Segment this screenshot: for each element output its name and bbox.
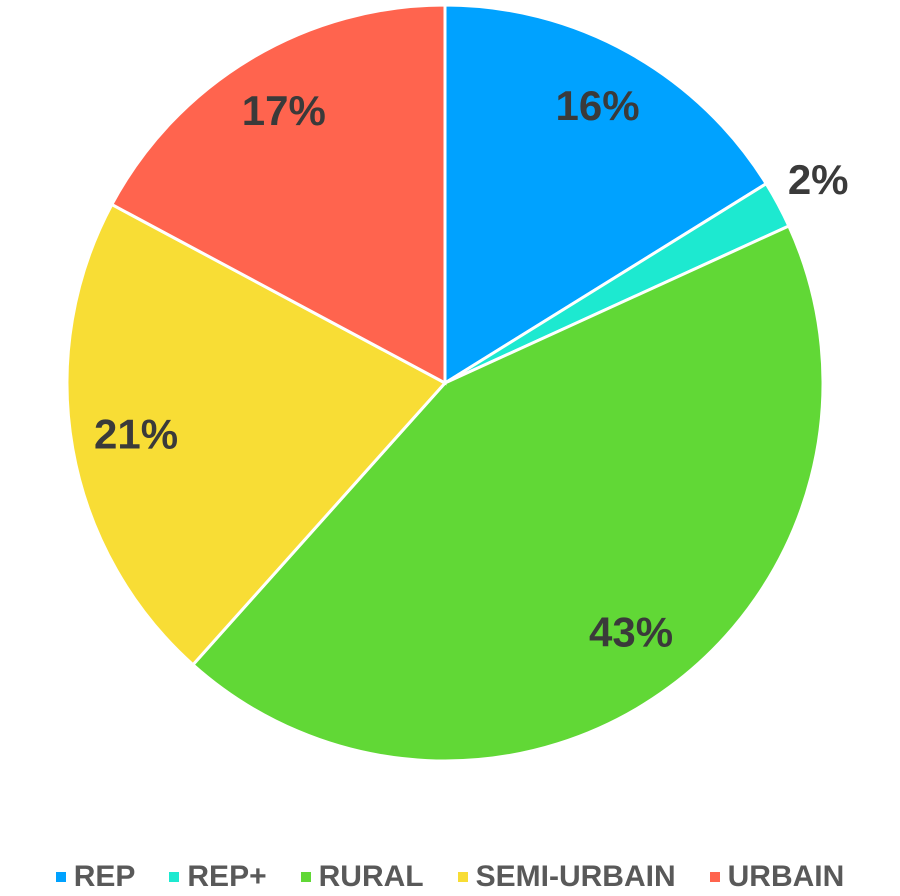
legend-label: REP+	[187, 860, 267, 893]
pie-slice	[443, 3, 769, 386]
legend-item: SEMI-URBAIN	[457, 860, 676, 894]
slice-label: 21%	[94, 411, 178, 458]
legend-swatch	[709, 872, 720, 882]
pie-slice	[65, 202, 448, 667]
legend-item: REP	[55, 860, 136, 894]
legend-label: RURAL	[318, 860, 424, 893]
legend-swatch	[169, 872, 180, 882]
legend-swatch	[457, 872, 468, 882]
chart: 16% 2% 43% 21% 17%	[65, 3, 849, 763]
legend-item: RURAL	[300, 860, 424, 894]
slice-label: 43%	[589, 609, 673, 656]
legend: REP REP+ RURAL SEMI-URBAIN URBAIN	[0, 860, 900, 894]
legend-item: REP+	[169, 860, 267, 894]
slice-label: 2%	[788, 156, 849, 203]
legend-label: REP	[73, 860, 136, 893]
legend-swatch	[300, 872, 311, 882]
slice-label: 17%	[242, 87, 326, 134]
legend-label: SEMI-URBAIN	[475, 860, 676, 893]
legend-item: URBAIN	[709, 860, 845, 894]
legend-label: URBAIN	[727, 860, 845, 893]
legend-swatch	[55, 872, 66, 882]
pie-slice	[190, 223, 825, 763]
pie-slice	[109, 3, 447, 386]
slice-label: 16%	[556, 82, 640, 129]
